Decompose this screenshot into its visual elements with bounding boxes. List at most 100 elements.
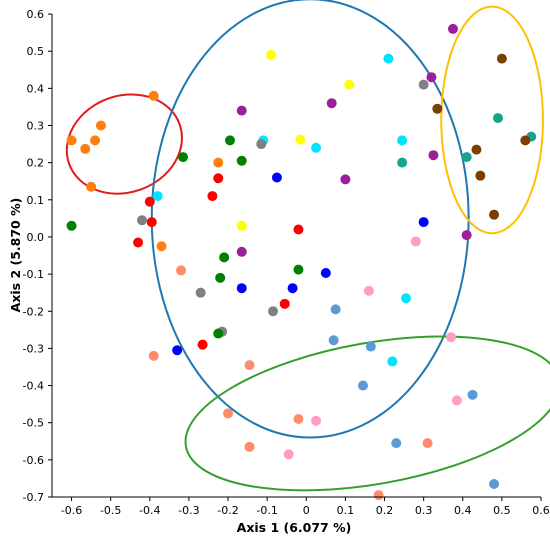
x-tick-label: 0.6 (532, 504, 550, 517)
data-point (391, 438, 402, 449)
y-tick-label: 0.4 (27, 82, 45, 95)
data-point (197, 339, 208, 350)
x-tick-label: -0.3 (178, 504, 199, 517)
data-point (373, 490, 384, 501)
data-point (365, 341, 376, 352)
data-point (426, 72, 437, 83)
data-point (287, 283, 298, 294)
data-point (293, 264, 304, 275)
data-point (451, 395, 462, 406)
data-point (383, 53, 394, 64)
data-point (387, 356, 398, 367)
data-point (320, 267, 331, 278)
x-tick-label: -0.6 (61, 504, 82, 517)
data-point (213, 328, 224, 339)
y-tick-label: 0.5 (27, 45, 45, 58)
x-ticks: -0.6 -0.5 -0.4 -0.3 -0.2 -0.1 0 0.1 0.2 0.3 0.4 0.5… (61, 497, 550, 517)
data-point (340, 174, 351, 185)
data-point (256, 139, 267, 150)
data-point (178, 152, 189, 163)
data-point (363, 285, 374, 296)
data-point (90, 135, 101, 146)
y-tick-label: -0.3 (23, 342, 44, 355)
cluster-ellipses (65, 0, 550, 492)
y-tick-label: -0.2 (23, 305, 44, 318)
data-point (207, 191, 218, 202)
y-tick-label: -0.4 (23, 380, 44, 393)
cluster-ellipse (440, 5, 544, 235)
y-tick-label: 0.1 (27, 194, 45, 207)
data-point (66, 135, 77, 146)
data-point (215, 272, 226, 283)
data-point (428, 150, 439, 161)
data-point (432, 103, 443, 114)
y-tick-label: -0.1 (23, 268, 44, 281)
x-tick-label: -0.2 (217, 504, 238, 517)
data-point (397, 157, 408, 168)
data-point (136, 215, 147, 226)
data-point (293, 413, 304, 424)
data-point (236, 155, 247, 166)
data-point (266, 49, 277, 60)
data-point (172, 345, 183, 356)
data-point (66, 220, 77, 231)
data-point (475, 170, 486, 181)
data-point (461, 230, 472, 241)
axes: -0.6 -0.5 -0.4 -0.3 -0.2 -0.1 0 0.1 0.2 0.3 0.4 0.5… (23, 8, 550, 517)
x-tick-label: -0.4 (139, 504, 160, 517)
y-axis-label: Axis 2 (5.870 %) (8, 198, 23, 313)
data-point (213, 157, 224, 168)
data-point (283, 449, 294, 460)
data-point (492, 113, 503, 124)
cluster-ellipse (65, 93, 183, 195)
x-tick-label: 0.3 (415, 504, 433, 517)
x-tick-label: -0.5 (100, 504, 121, 517)
data-point (213, 173, 224, 184)
data-point (279, 298, 290, 309)
data-point (358, 380, 369, 391)
data-point (311, 415, 322, 426)
data-point (271, 172, 282, 183)
data-point (133, 237, 144, 248)
data-point (461, 152, 472, 163)
data-point (446, 332, 457, 343)
data-point (219, 252, 230, 263)
y-tick-label: 0.0 (27, 231, 45, 244)
data-point (148, 90, 159, 101)
data-point (236, 246, 247, 257)
data-point (236, 283, 247, 294)
data-point (86, 181, 97, 192)
x-tick-label: 0.2 (376, 504, 394, 517)
x-tick-label: -0.1 (256, 504, 277, 517)
data-point (397, 135, 408, 146)
data-point (471, 144, 482, 155)
data-point (422, 438, 433, 449)
data-point (152, 191, 163, 202)
data-point (80, 143, 91, 154)
data-point (520, 135, 531, 146)
data-point (489, 478, 500, 489)
y-tick-label: -0.6 (23, 454, 44, 467)
data-point (326, 98, 337, 109)
data-point (236, 105, 247, 116)
data-point (489, 209, 500, 220)
data-point (293, 224, 304, 235)
data-point (144, 196, 155, 207)
y-tick-label: -0.7 (23, 491, 44, 504)
data-point (467, 389, 478, 400)
data-point (418, 79, 429, 90)
data-point (410, 236, 421, 247)
data-point (447, 23, 458, 34)
y-tick-label: -0.5 (23, 417, 44, 430)
data-point (224, 135, 235, 146)
data-point (311, 142, 322, 153)
x-axis-label: Axis 1 (6.077 %) (237, 520, 352, 535)
data-point (328, 335, 339, 346)
data-point (344, 79, 355, 90)
data-point (223, 408, 234, 419)
y-tick-label: 0.3 (27, 120, 45, 133)
data-point (496, 53, 507, 64)
data-point (95, 120, 106, 131)
data-point (268, 306, 279, 317)
